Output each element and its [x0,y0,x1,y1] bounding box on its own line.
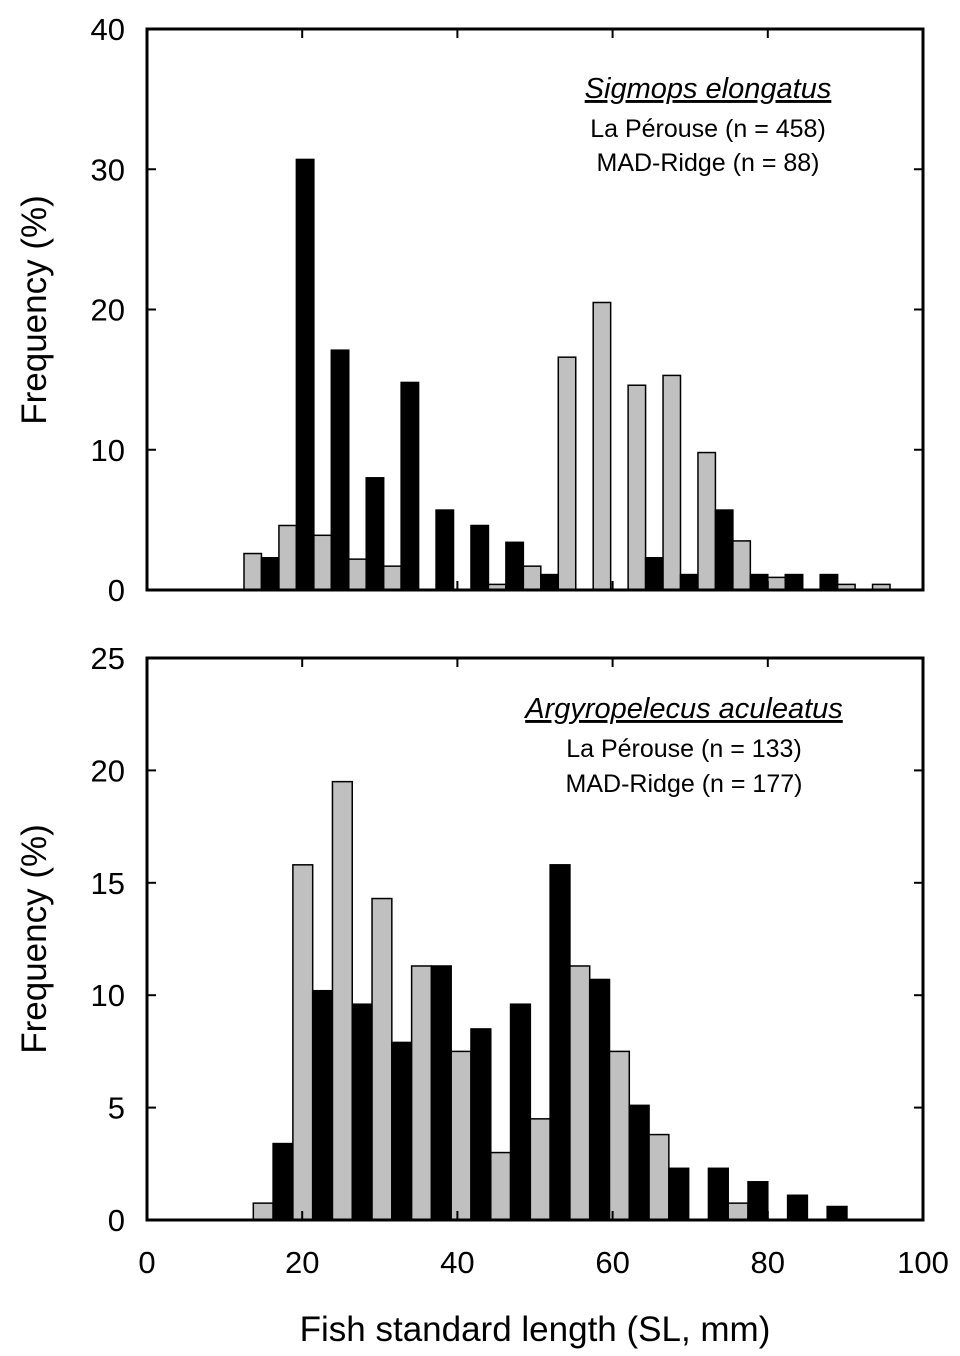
bar-mad-1-1 [311,989,334,1221]
bar-mad-1-5 [470,1028,492,1221]
bar-lap-1-9 [608,1050,631,1221]
ytick-label-1-15: 15 [91,866,125,901]
ticks-argyropelecus: 0 5 10 15 20 25 0 20 40 60 80 100 [91,641,949,1280]
bar-lap-1-4 [410,965,433,1221]
ylabel-top: Frequency (%) [15,195,54,425]
legend-entry-top-lap: La Pérouse (n = 458) [590,115,826,143]
bar-lap-0-10 [592,301,612,591]
bar-lap-1-7 [529,1118,551,1221]
xtick-label-100: 100 [897,1245,949,1280]
ytick-label-0-10: 10 [91,433,125,468]
bar-mad-1-11 [707,1167,729,1221]
panel-argyropelecus: 0 5 10 15 20 25 0 20 40 60 80 100 Frequency (%) Arg… [15,641,949,1349]
plot-frame-top [145,27,925,592]
xlabel: Fish standard length (SL, mm) [300,1310,771,1349]
bar-lap-0-3 [348,558,367,591]
ytick-label-1-25: 25 [91,641,125,676]
bar-lap-1-12 [727,1202,749,1221]
ytick-label-1-10: 10 [91,978,125,1013]
bar-lap-0-13 [697,451,717,591]
bar-mad-0-0 [260,556,280,591]
ylabel-bottom: Frequency (%) [15,824,54,1054]
ytick-label-0-40: 40 [91,12,125,47]
bar-mad-0-15 [784,573,804,591]
bar-mad-1-3 [391,1041,413,1221]
xtick-label-20: 20 [285,1245,319,1280]
bar-mad-0-1 [295,158,315,591]
ytick-label-1-5: 5 [108,1091,125,1126]
bar-lap-1-8 [569,965,591,1221]
bar-mad-0-8 [540,573,560,591]
ytick-label-0-20: 20 [91,293,125,328]
bar-mad-0-7 [505,541,525,591]
bar-lap-1-6 [490,1151,512,1221]
legend-entry-top-mad: MAD-Ridge (n = 88) [597,149,820,177]
bar-mad-1-6 [509,1003,532,1221]
bar-mad-1-10 [668,1167,690,1221]
bar-mad-0-11 [644,556,664,591]
bar-mad-1-2 [351,1003,373,1221]
bar-mad-1-12 [747,1181,769,1221]
bar-mad-1-0 [272,1142,294,1221]
bar-mad-0-6 [470,524,490,591]
xtick-label-80: 80 [751,1245,785,1280]
bar-mad-0-5 [435,509,455,591]
panel-sigmops: 0 10 20 30 40 Frequency (%) Sigmops elongatu… [15,12,925,608]
legend-entry-bottom-lap: La Pérouse (n = 133) [566,735,802,763]
ticks-sigmops: 0 10 20 30 40 [91,12,924,608]
xtick-label-0: 0 [138,1245,155,1280]
bar-mad-0-13 [714,509,734,591]
ytick-label-1-20: 20 [91,753,125,788]
bar-lap-1-10 [648,1133,670,1221]
bar-mad-0-3 [365,477,385,591]
bar-lap-0-11 [627,384,647,591]
bar-lap-0-8 [522,565,542,591]
bar-lap-0-15 [767,576,787,591]
bar-mad-1-14 [826,1205,848,1221]
xtick-label-60: 60 [595,1245,629,1280]
bar-mad-0-16 [819,573,839,591]
legend-species-top: Sigmops elongatus [585,73,832,105]
bar-mad-1-4 [430,965,452,1221]
bar-mad-1-13 [786,1194,809,1221]
bar-lap-0-2 [313,534,333,591]
bar-mad-1-7 [549,864,571,1221]
bar-lap-0-9 [557,356,577,591]
xtick-label-40: 40 [440,1245,474,1280]
bar-mad-1-9 [628,1104,650,1221]
bar-mad-0-12 [679,573,699,591]
bar-lap-0-12 [662,374,682,591]
bar-mad-0-2 [330,349,350,591]
bar-mad-1-8 [588,978,611,1221]
bar-mad-0-14 [749,573,769,591]
ytick-label-0-0: 0 [108,573,125,608]
bar-lap-1-5 [450,1050,472,1221]
ytick-label-1-0: 0 [108,1203,125,1238]
bar-lap-1-0 [252,1202,274,1221]
bar-lap-0-0 [243,552,263,591]
bar-lap-1-3 [371,897,393,1221]
bars-argyropelecus [252,780,848,1221]
legend-entry-bottom-mad: MAD-Ridge (n = 177) [566,770,803,798]
ytick-label-0-30: 30 [91,152,125,187]
bar-lap-0-1 [278,524,298,591]
bar-lap-1-2 [331,780,353,1221]
legend-species-bottom: Argyropelecus aculeatus [523,693,843,725]
bar-lap-0-4 [382,565,402,591]
bar-mad-0-4 [400,381,420,591]
plot-frame-bottom [145,656,925,1222]
bar-lap-0-14 [732,540,752,591]
bars-sigmops [243,158,891,591]
bar-lap-1-1 [292,864,314,1221]
